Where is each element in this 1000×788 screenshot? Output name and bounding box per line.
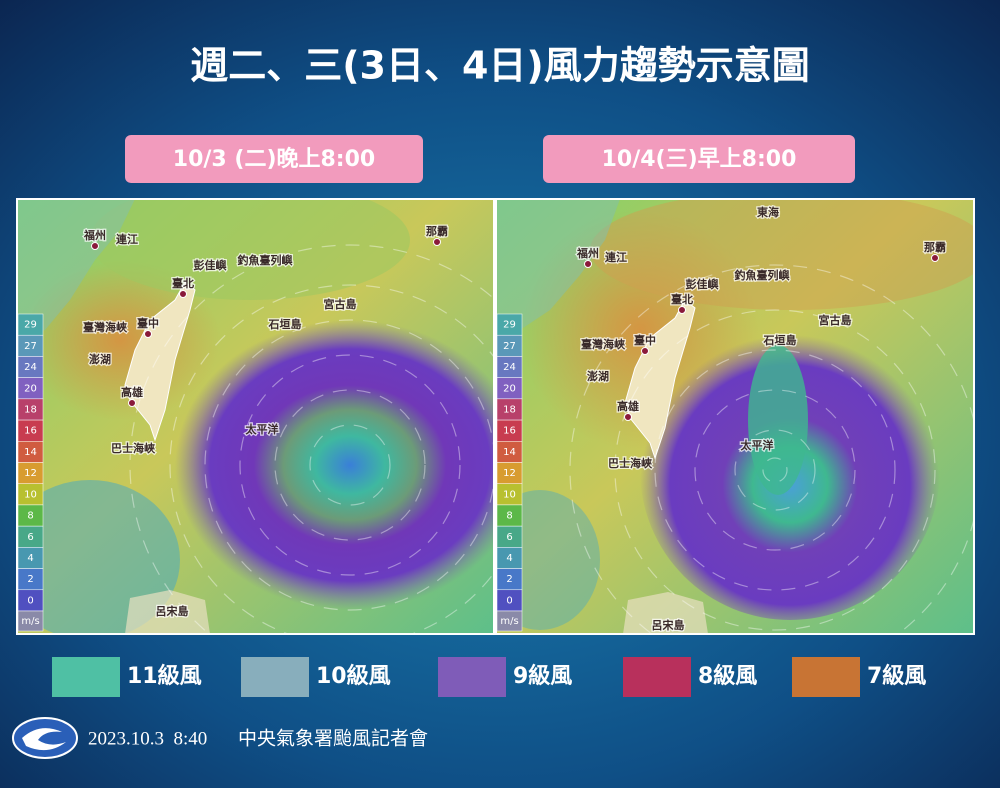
- place-label: 臺灣海峽: [581, 337, 626, 351]
- place-label: 連江: [116, 232, 138, 246]
- scale-tick: 27: [24, 341, 37, 352]
- scale-tick: 18: [24, 404, 37, 415]
- scale-tick: 24: [503, 362, 516, 373]
- legend-swatch: [438, 657, 506, 697]
- scale-tick: 16: [24, 426, 37, 437]
- scale-tick: 4: [506, 553, 512, 564]
- scale-cell: [17, 610, 44, 632]
- place-label: 巴士海峽: [111, 441, 156, 455]
- scale-tick: 0: [506, 595, 512, 606]
- place-label: 福州: [83, 228, 106, 242]
- place-label: 石垣島: [268, 317, 302, 331]
- place-label: 高雄: [121, 385, 143, 399]
- legend-swatch: [792, 657, 860, 697]
- map-frame: [495, 198, 975, 635]
- scale-tick: 20: [503, 383, 516, 394]
- scale-tick: 10: [503, 489, 516, 500]
- place-label: 呂宋島: [156, 604, 189, 618]
- city-dot: [931, 254, 939, 262]
- place-label: 澎湖: [89, 352, 111, 366]
- place-label: 臺北: [172, 276, 194, 290]
- place-label: 那霸: [924, 241, 946, 254]
- scale-tick: 12: [24, 468, 37, 479]
- map: [17, 199, 494, 634]
- panel-label-box: [543, 135, 855, 183]
- logo: [12, 717, 78, 759]
- title: 週二、三(3日、4日)風力趨勢示意圖: [190, 44, 810, 88]
- scale-unit: m/s: [500, 616, 518, 627]
- scale-tick: 8: [506, 511, 512, 522]
- legend-swatch: [241, 657, 309, 697]
- scale-tick: 6: [506, 532, 512, 543]
- place-label: 東海: [757, 205, 779, 219]
- place-label: 太平洋: [245, 422, 279, 436]
- place-label: 釣魚臺列嶼: [238, 253, 293, 267]
- map: [496, 199, 974, 634]
- city-dot: [433, 238, 441, 246]
- scale-cell: [496, 610, 523, 632]
- place-label: 臺中: [634, 333, 656, 347]
- scale-tick: 29: [503, 320, 516, 331]
- legend-label: 9級風: [513, 663, 572, 689]
- city-dot: [179, 290, 187, 298]
- legend-label: 7級風: [867, 663, 926, 689]
- legend-label: 8級風: [698, 663, 757, 689]
- scale-tick: 8: [27, 511, 33, 522]
- scale-tick: 27: [503, 341, 516, 352]
- footer-date: 2023.10.3 8:40: [88, 728, 207, 749]
- scale-tick: 0: [27, 595, 33, 606]
- place-label: 釣魚臺列嶼: [735, 268, 790, 282]
- city-dot: [624, 413, 632, 421]
- city-dot: [144, 330, 152, 338]
- place-label: 高雄: [617, 399, 639, 413]
- scale-tick: 10: [24, 489, 37, 500]
- scale-tick: 2: [27, 574, 33, 585]
- footer-org: 中央氣象署颱風記者會: [238, 728, 428, 750]
- scale-tick: 2: [506, 574, 512, 585]
- legend-swatch: [52, 657, 120, 697]
- scale-tick: 29: [24, 320, 37, 331]
- scale-tick: 14: [24, 447, 37, 458]
- legend-label: 11級風: [127, 663, 202, 689]
- map-frame: [16, 198, 495, 635]
- place-label: 臺北: [671, 292, 693, 306]
- place-label: 連江: [605, 250, 627, 264]
- city-dot: [641, 347, 649, 355]
- scale-tick: 4: [27, 553, 33, 564]
- scale-unit: m/s: [21, 616, 39, 627]
- panel-label-box: [125, 135, 423, 183]
- city-dot: [128, 399, 136, 407]
- panel-label: 10/3 (二)晚上8:00: [173, 147, 375, 172]
- city-dot: [91, 242, 99, 250]
- place-label: 福州: [576, 246, 599, 260]
- legend-label: 10級風: [316, 663, 391, 689]
- scale-tick: 12: [503, 468, 516, 479]
- city-dot: [678, 306, 686, 314]
- place-label: 石垣島: [763, 333, 797, 347]
- scale-tick: 16: [503, 426, 516, 437]
- panel-label: 10/4(三)早上8:00: [602, 147, 797, 172]
- place-label: 臺中: [137, 316, 159, 330]
- place-label: 宮古島: [819, 313, 852, 327]
- city-dot: [584, 260, 592, 268]
- place-label: 那霸: [426, 225, 448, 238]
- place-label: 宮古島: [324, 297, 357, 311]
- scale-tick: 6: [27, 532, 33, 543]
- scale-tick: 24: [24, 362, 37, 373]
- scale-tick: 20: [24, 383, 37, 394]
- scale-tick: 14: [503, 447, 516, 458]
- place-label: 澎湖: [587, 369, 609, 383]
- logo-swirl: [22, 728, 66, 751]
- legend-swatch: [623, 657, 691, 697]
- place-label: 彭佳嶼: [194, 258, 227, 272]
- scale-tick: 18: [503, 404, 516, 415]
- place-label: 呂宋島: [652, 618, 685, 632]
- place-label: 太平洋: [740, 438, 774, 452]
- place-label: 臺灣海峽: [83, 320, 128, 334]
- place-label: 彭佳嶼: [686, 277, 719, 291]
- place-label: 巴士海峽: [608, 456, 653, 470]
